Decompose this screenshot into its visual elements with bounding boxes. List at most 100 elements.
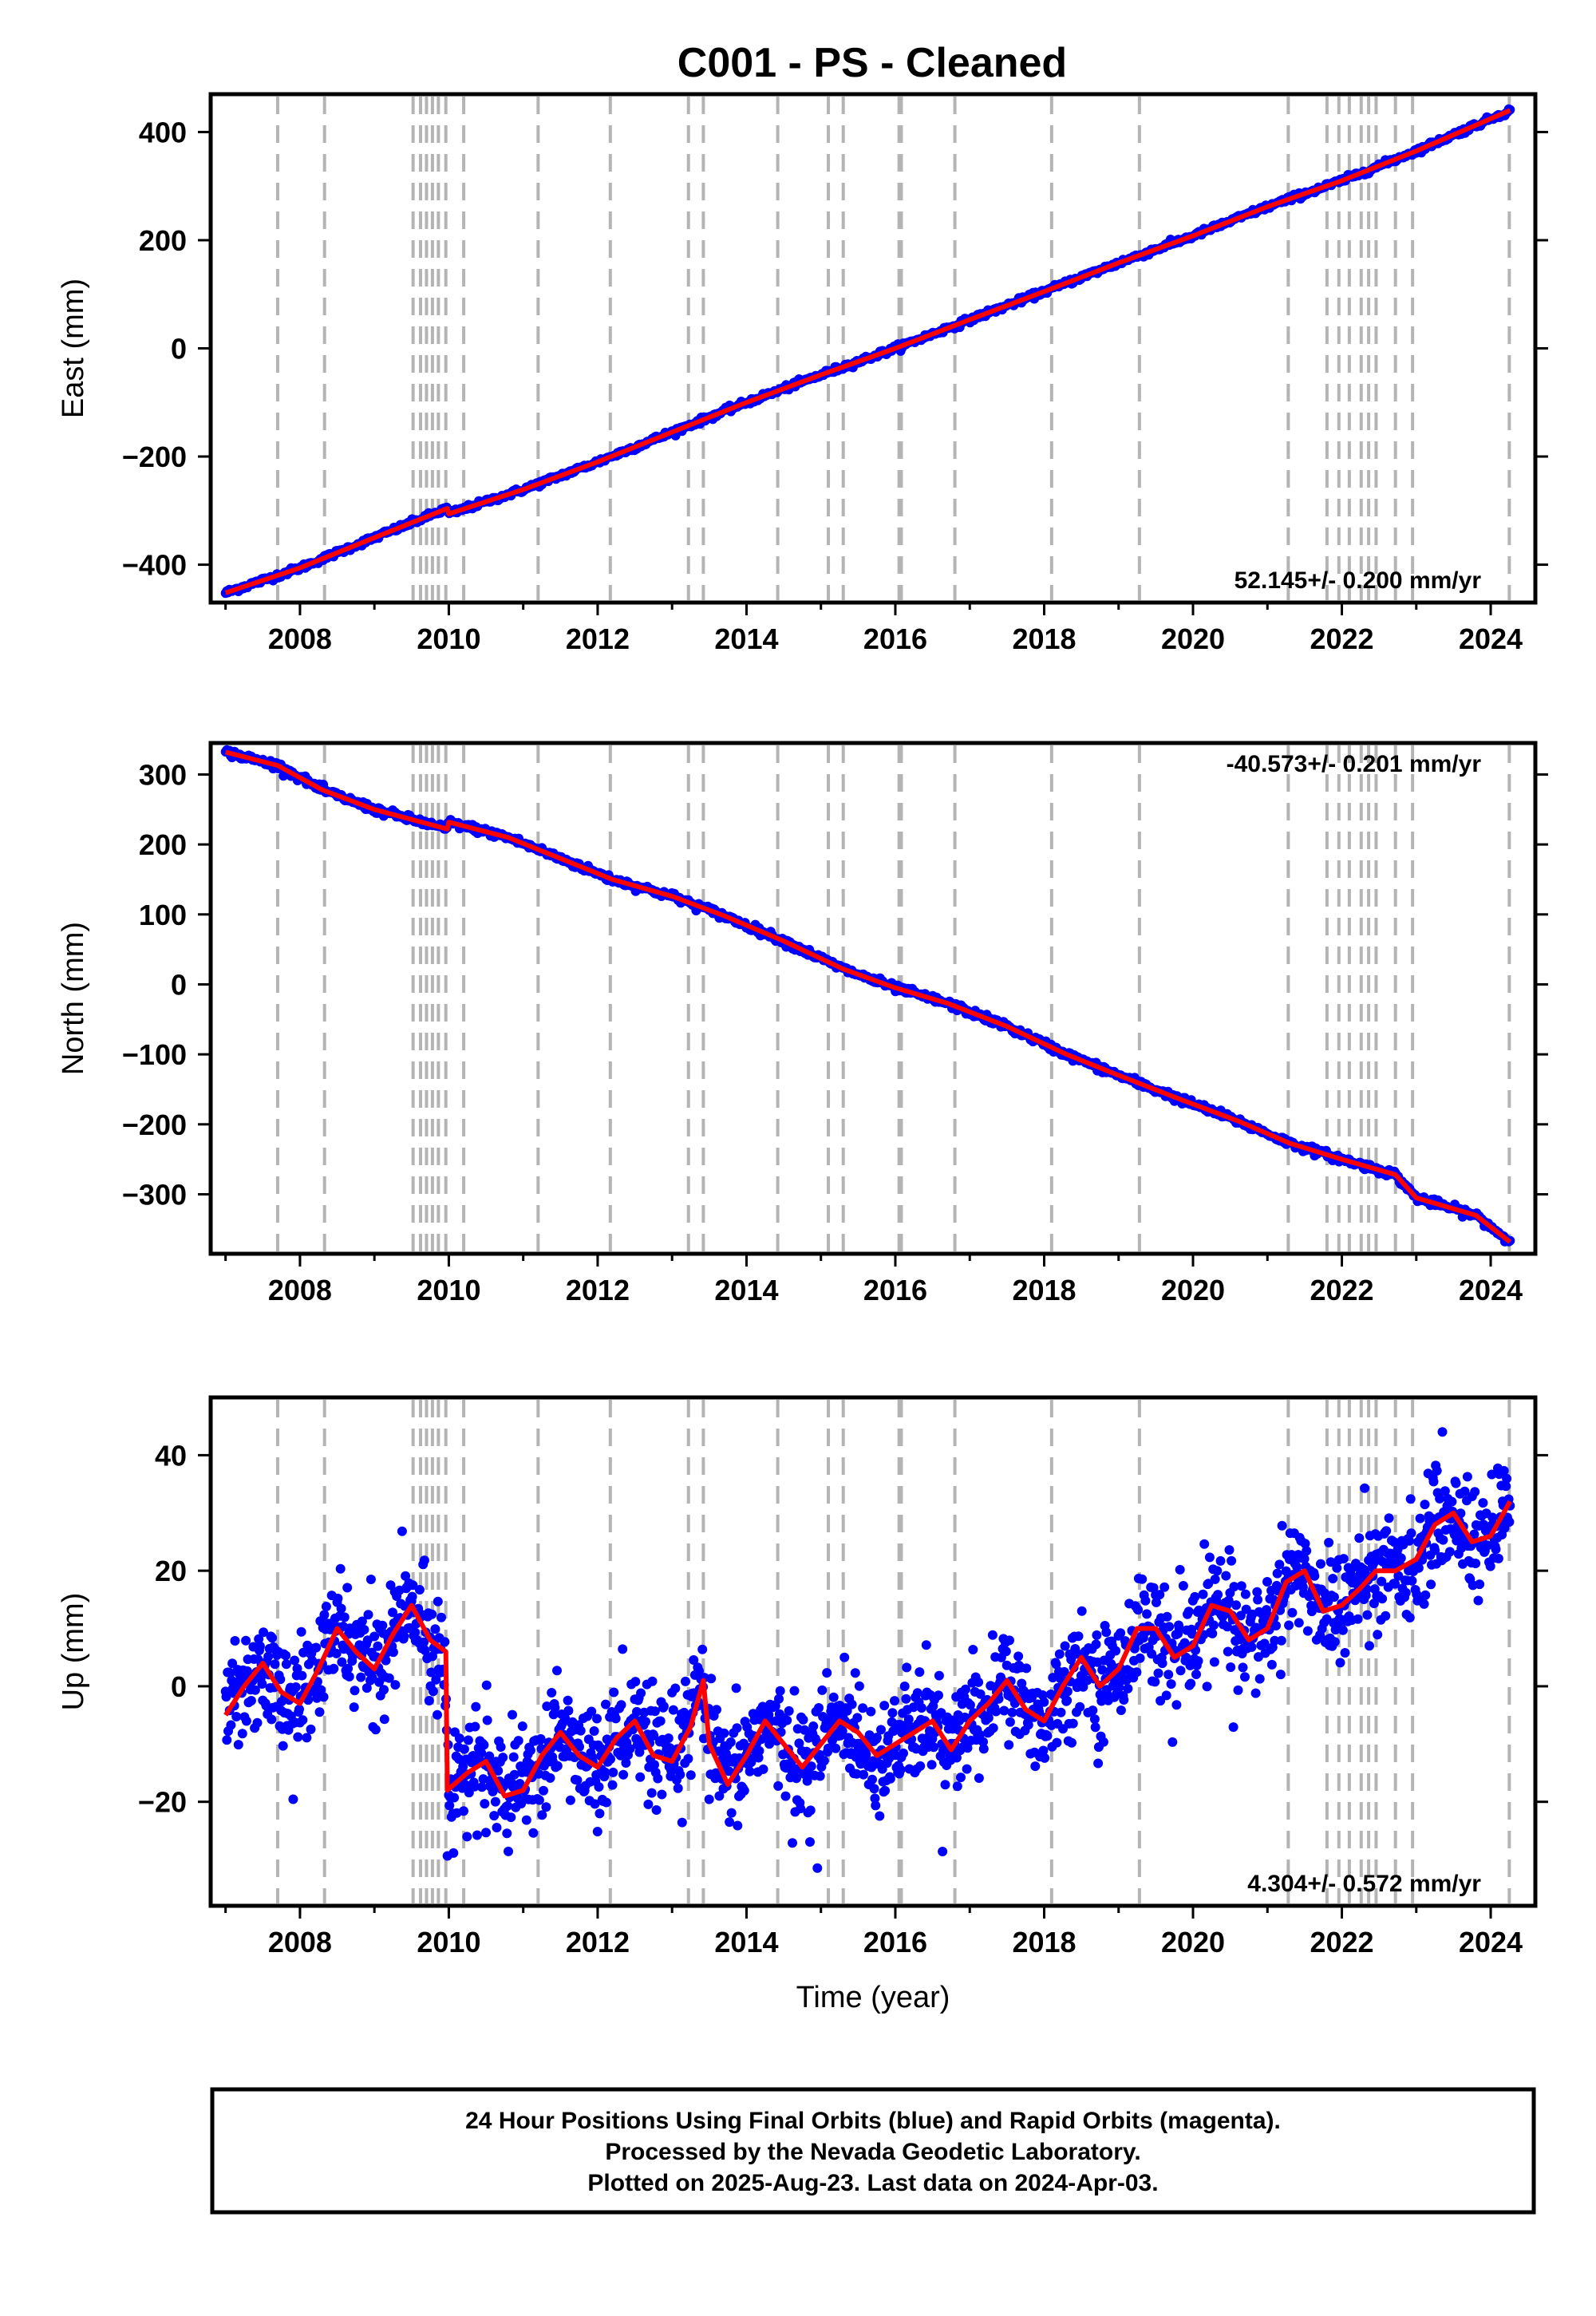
data-point [369, 1631, 380, 1642]
data-point [1475, 1579, 1485, 1590]
data-point [1088, 1705, 1098, 1716]
data-point [805, 1837, 815, 1847]
data-point [472, 1830, 482, 1840]
data-point [1210, 1574, 1220, 1584]
data-point [764, 1739, 775, 1749]
data-point [454, 1733, 464, 1744]
data-point [1287, 1607, 1298, 1618]
data-point [1270, 1635, 1280, 1646]
data-point [1428, 1476, 1439, 1487]
data-point [1093, 1758, 1104, 1769]
x-tick-label: 2018 [1012, 622, 1076, 655]
data-point [481, 1828, 491, 1838]
data-point [1277, 1520, 1287, 1531]
data-point [458, 1761, 468, 1772]
data-point [1354, 1533, 1365, 1543]
data-point [1153, 1668, 1163, 1678]
data-point [600, 1767, 610, 1777]
data-point [658, 1701, 669, 1712]
x-tick-label: 2024 [1459, 1274, 1523, 1306]
figure-title: C001 - PS - Cleaned [678, 40, 1067, 86]
data-point [1271, 1621, 1281, 1630]
y-tick-label: 100 [139, 899, 187, 931]
data-point [1198, 1589, 1208, 1599]
data-point [1228, 1722, 1238, 1733]
data-point [563, 1695, 573, 1705]
data-point [225, 1668, 235, 1678]
data-point [1377, 1594, 1388, 1604]
x-tick-label: 2008 [268, 1274, 332, 1306]
data-point [552, 1761, 563, 1771]
data-point [318, 1692, 329, 1702]
data-point [653, 1773, 663, 1784]
data-point [1262, 1577, 1272, 1587]
data-point [1140, 1595, 1151, 1606]
data-point [555, 1742, 565, 1753]
data-point [281, 1659, 291, 1670]
data-point [1038, 1745, 1049, 1756]
data-point [775, 1686, 785, 1696]
data-point [706, 1674, 717, 1684]
data-point [506, 1812, 516, 1823]
data-point [915, 1667, 925, 1678]
data-point [1132, 1667, 1142, 1678]
data-point [575, 1725, 586, 1736]
y-axis-label: North (mm) [57, 922, 90, 1075]
data-point [635, 1772, 646, 1782]
data-point [221, 1692, 231, 1702]
data-point [513, 1736, 523, 1746]
data-point [1325, 1557, 1336, 1567]
data-point [1493, 1553, 1503, 1563]
data-point [433, 1709, 442, 1720]
data-point [563, 1705, 574, 1716]
data-point [361, 1683, 372, 1694]
data-point [302, 1733, 312, 1743]
model-fit-line [224, 749, 1512, 1244]
data-point [331, 1648, 342, 1658]
data-point [509, 1769, 519, 1780]
footer-line-2: Processed by the Nevada Geodetic Laborat… [605, 2139, 1140, 2165]
data-point [1390, 1579, 1400, 1589]
y-tick-label: −20 [138, 1786, 187, 1819]
data-point [1114, 1682, 1124, 1693]
data-point [444, 1800, 455, 1811]
data-point [278, 1741, 288, 1751]
data-point [1246, 1642, 1257, 1652]
data-point [1460, 1486, 1470, 1496]
data-point [1236, 1581, 1246, 1591]
data-point [547, 1688, 557, 1697]
data-point [545, 1773, 555, 1783]
data-point [782, 1715, 792, 1725]
data-point [1360, 1483, 1370, 1493]
data-point [1040, 1753, 1050, 1763]
data-point [1202, 1682, 1212, 1692]
data-point [666, 1766, 677, 1776]
data-point [373, 1641, 383, 1651]
data-point [895, 1765, 906, 1775]
data-point [333, 1593, 343, 1603]
data-point [440, 1637, 450, 1647]
data-point [828, 1692, 839, 1702]
y-tick-label: 200 [139, 224, 187, 257]
data-point [1284, 1620, 1294, 1630]
data-point [1240, 1589, 1250, 1599]
data-point [987, 1630, 998, 1640]
data-point [1209, 1620, 1219, 1630]
data-point [381, 1655, 391, 1666]
data-point [647, 1676, 658, 1686]
data-point [537, 1810, 547, 1820]
data-point [912, 1688, 922, 1698]
data-point [241, 1716, 251, 1726]
data-point [433, 1596, 443, 1607]
data-point [1212, 1566, 1223, 1576]
data-point [1042, 1731, 1053, 1741]
data-point [1116, 1628, 1126, 1638]
data-point [753, 1753, 764, 1763]
data-point [739, 1785, 749, 1796]
data-point [1456, 1508, 1466, 1519]
data-point [784, 1705, 794, 1716]
data-point [592, 1827, 602, 1836]
data-point [1073, 1631, 1084, 1642]
data-point [321, 1602, 331, 1611]
data-point [350, 1686, 360, 1696]
